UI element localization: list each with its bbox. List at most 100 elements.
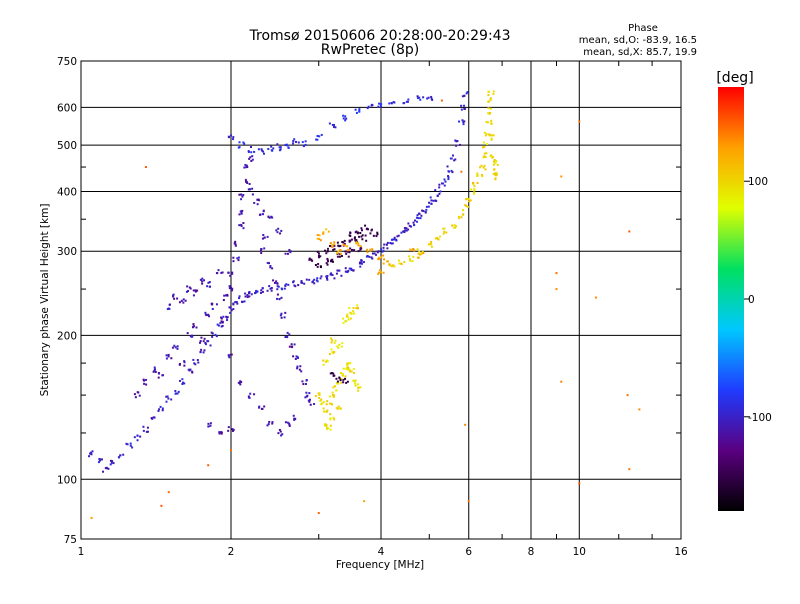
data-point	[226, 316, 229, 319]
data-point	[158, 408, 161, 411]
data-point	[352, 307, 355, 310]
data-point	[292, 280, 295, 283]
data-point	[412, 221, 415, 224]
data-point	[288, 422, 291, 425]
data-point	[292, 355, 295, 358]
data-point	[427, 96, 430, 99]
data-point	[118, 456, 121, 459]
data-point	[207, 340, 210, 343]
data-point	[374, 253, 377, 256]
data-point	[145, 383, 148, 386]
data-point	[332, 372, 335, 375]
data-point	[220, 431, 223, 434]
data-point	[373, 252, 376, 255]
data-point	[173, 344, 176, 347]
data-point	[473, 187, 476, 190]
data-point	[343, 242, 346, 245]
data-point	[343, 239, 346, 242]
data-point	[287, 283, 290, 286]
data-point	[145, 378, 148, 381]
data-point	[268, 285, 271, 288]
data-point	[305, 391, 308, 394]
data-point	[493, 159, 496, 162]
data-point	[386, 260, 389, 263]
data-point	[330, 348, 333, 351]
data-point	[578, 482, 581, 485]
data-point	[220, 325, 223, 328]
data-point	[267, 423, 270, 426]
data-point	[227, 271, 230, 274]
data-point	[227, 354, 230, 357]
data-point	[416, 256, 419, 259]
data-point	[325, 262, 328, 265]
data-point	[270, 289, 273, 292]
data-point	[237, 256, 240, 259]
data-point	[316, 138, 319, 141]
data-point	[404, 229, 407, 232]
data-point	[463, 120, 466, 123]
data-point	[490, 119, 493, 122]
data-point	[353, 380, 356, 383]
data-point	[325, 277, 328, 280]
y-axis-label: Stationary phase Virtual Height [km]	[39, 204, 51, 397]
data-point	[152, 370, 155, 373]
data-point	[383, 243, 386, 246]
data-point	[144, 166, 147, 169]
data-point	[357, 389, 360, 392]
data-point	[418, 250, 421, 253]
data-point	[319, 239, 322, 242]
y-tick-label: 750	[57, 56, 77, 68]
data-point	[165, 357, 168, 360]
data-point	[336, 255, 339, 258]
data-point	[482, 166, 485, 169]
data-point	[271, 149, 274, 152]
data-point	[248, 157, 251, 160]
data-point	[195, 326, 198, 329]
y-tick-label: 400	[57, 186, 77, 198]
data-point	[112, 462, 115, 465]
data-point	[237, 259, 240, 262]
data-point	[638, 408, 641, 411]
data-point	[382, 246, 385, 249]
data-point	[278, 146, 281, 149]
data-point	[214, 333, 217, 336]
data-point	[483, 131, 486, 134]
data-point	[422, 251, 425, 254]
data-point	[416, 214, 419, 217]
data-point	[484, 156, 487, 159]
data-point	[489, 98, 492, 101]
data-point	[260, 149, 263, 152]
data-point	[241, 195, 244, 198]
data-point	[417, 212, 420, 215]
data-point	[365, 255, 368, 258]
data-point	[284, 421, 287, 424]
data-point	[232, 428, 235, 431]
data-point	[322, 232, 325, 235]
data-point	[325, 424, 328, 427]
data-point	[427, 205, 430, 208]
data-point	[445, 231, 448, 234]
data-point	[255, 289, 258, 292]
data-point	[172, 293, 175, 296]
data-point	[267, 262, 270, 265]
data-point	[208, 281, 211, 284]
data-point	[333, 248, 336, 251]
data-point	[349, 311, 352, 314]
data-point	[485, 152, 488, 155]
data-point	[324, 423, 327, 426]
data-point	[276, 143, 279, 146]
data-point	[379, 105, 382, 108]
data-point	[260, 148, 263, 151]
data-point	[228, 356, 231, 359]
data-point	[333, 244, 336, 247]
data-point	[314, 394, 317, 397]
data-point	[347, 269, 350, 272]
data-point	[308, 257, 311, 260]
data-point	[232, 138, 235, 141]
data-point	[216, 323, 219, 326]
data-point	[267, 215, 270, 218]
data-point	[201, 282, 204, 285]
data-point	[357, 250, 360, 253]
data-point	[430, 241, 433, 244]
data-point	[275, 229, 278, 232]
